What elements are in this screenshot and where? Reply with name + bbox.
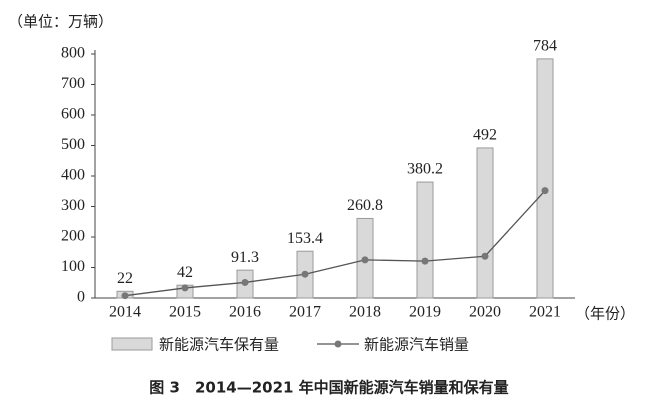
point bbox=[301, 270, 309, 278]
y-tick-label: 700 bbox=[61, 75, 85, 92]
point bbox=[361, 256, 369, 264]
x-tick-label: 2019 bbox=[409, 304, 441, 321]
legend-label: 新能源汽车销量 bbox=[364, 336, 469, 354]
y-axis-label: （单位：万辆） bbox=[8, 13, 113, 31]
x-tick-label: 2016 bbox=[229, 304, 261, 321]
data-label: 380.2 bbox=[407, 161, 443, 178]
data-label: 22 bbox=[117, 270, 133, 287]
point bbox=[541, 187, 549, 195]
data-label: 153.4 bbox=[287, 230, 323, 247]
point bbox=[241, 278, 249, 286]
x-tick-label: 2021 bbox=[529, 304, 561, 321]
data-label: 91.3 bbox=[231, 249, 259, 266]
data-label: 260.8 bbox=[347, 197, 383, 214]
legend-label: 新能源汽车保有量 bbox=[159, 336, 279, 354]
y-tick-label: 200 bbox=[61, 228, 85, 245]
y-tick-label: 600 bbox=[61, 106, 85, 123]
x-tick-label: 2015 bbox=[169, 304, 201, 321]
data-label: 42 bbox=[177, 264, 193, 281]
legend-swatch bbox=[334, 340, 342, 348]
y-tick-label: 0 bbox=[77, 289, 85, 306]
x-tick-label: 2020 bbox=[469, 304, 501, 321]
x-axis-label: （年份） bbox=[575, 305, 635, 323]
x-tick-label: 2018 bbox=[349, 304, 381, 321]
y-tick-label: 300 bbox=[61, 197, 85, 214]
bar bbox=[476, 147, 494, 299]
chart-title: 图 3 2014—2021 年中国新能源汽车销量和保有量 bbox=[149, 379, 508, 397]
legend-swatch bbox=[111, 337, 153, 351]
point bbox=[181, 284, 189, 292]
x-tick-label: 2017 bbox=[289, 304, 321, 321]
bar bbox=[536, 58, 554, 299]
y-tick-label: 100 bbox=[61, 258, 85, 275]
bar bbox=[416, 181, 434, 299]
y-tick-label: 800 bbox=[61, 45, 85, 62]
data-label: 784 bbox=[533, 38, 557, 55]
point bbox=[421, 257, 429, 265]
data-label: 492 bbox=[473, 127, 497, 144]
y-tick-label: 500 bbox=[61, 136, 85, 153]
y-tick-label: 400 bbox=[61, 167, 85, 184]
line bbox=[124, 190, 546, 297]
point bbox=[481, 252, 489, 260]
point bbox=[121, 292, 129, 300]
x-tick-label: 2014 bbox=[109, 304, 141, 321]
